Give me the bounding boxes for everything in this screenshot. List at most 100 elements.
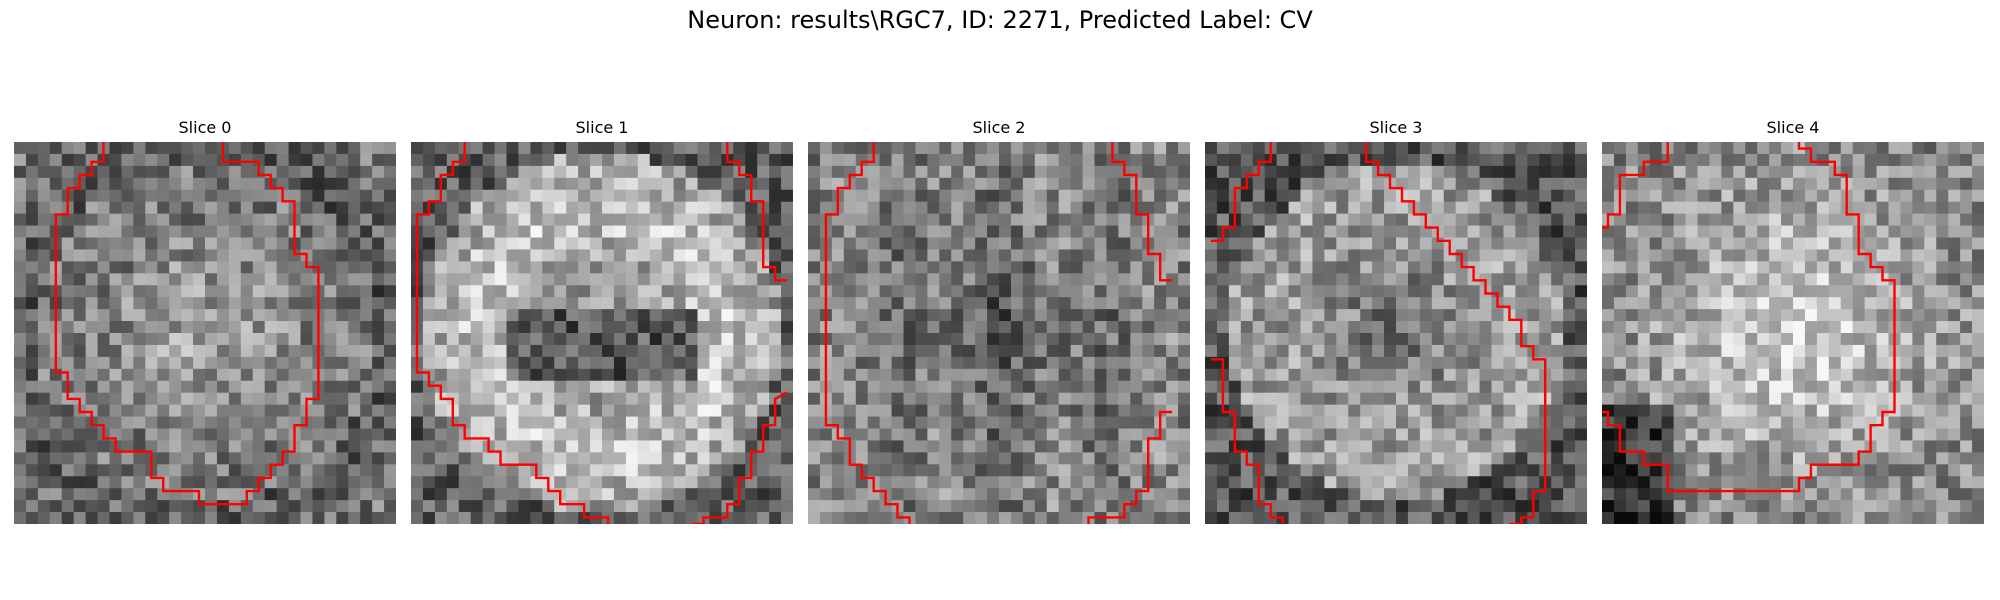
image-pixel: [530, 201, 543, 215]
image-pixel: [145, 380, 158, 394]
image-pixel: [1252, 356, 1266, 370]
image-pixel: [733, 237, 746, 251]
image-pixel: [1781, 213, 1794, 227]
slice-title: Slice 3: [1369, 118, 1423, 137]
image-pixel: [1336, 153, 1349, 167]
slice-panel-2: Slice 2: [808, 120, 1190, 524]
image-pixel: [1804, 392, 1818, 406]
image-pixel: [1613, 249, 1627, 262]
image-pixel: [1058, 321, 1072, 334]
image-pixel: [1288, 189, 1302, 203]
image-pixel: [1745, 261, 1758, 274]
image-pixel: [745, 512, 758, 524]
image-pixel: [1503, 452, 1516, 465]
image-pixel: [133, 285, 146, 298]
image-pixel: [1864, 165, 1878, 179]
image-pixel: [133, 165, 146, 179]
image-pixel: [97, 273, 111, 286]
image-pixel: [133, 225, 146, 239]
image-pixel: [1216, 476, 1230, 489]
image-pixel: [1142, 344, 1155, 358]
image-pixel: [1685, 356, 1699, 370]
image-pixel: [781, 142, 793, 155]
image-pixel: [1876, 440, 1890, 453]
image-pixel: [1673, 404, 1687, 418]
image-pixel: [602, 213, 615, 227]
image-pixel: [73, 213, 87, 227]
image-pixel: [1912, 177, 1925, 191]
image-pixel: [1106, 344, 1119, 358]
image-pixel: [987, 201, 1000, 215]
image-pixel: [1924, 177, 1937, 191]
image-pixel: [1876, 237, 1890, 251]
image-pixel: [228, 189, 242, 203]
image-pixel: [1637, 285, 1651, 298]
image-pixel: [661, 201, 675, 215]
image-pixel: [1575, 153, 1587, 167]
image-pixel: [542, 464, 555, 477]
image-pixel: [434, 452, 448, 465]
image-pixel: [1384, 237, 1397, 251]
image-pixel: [855, 356, 869, 370]
image-pixel: [673, 476, 687, 489]
image-pixel: [121, 249, 134, 262]
image-pixel: [133, 142, 146, 155]
image-pixel: [1010, 344, 1024, 358]
image-pixel: [939, 273, 952, 286]
image-pixel: [1094, 404, 1108, 418]
image-pixel: [661, 368, 675, 382]
image-pixel: [1936, 237, 1949, 251]
image-pixel: [987, 142, 1000, 155]
image-pixel: [49, 452, 63, 465]
image-pixel: [1769, 380, 1782, 394]
image-pixel: [49, 500, 63, 513]
image-pixel: [37, 321, 51, 334]
image-pixel: [542, 428, 555, 442]
image-pixel: [384, 153, 396, 167]
image-pixel: [1178, 213, 1190, 227]
image-pixel: [1864, 225, 1878, 239]
image-pixel: [300, 476, 314, 489]
image-pixel: [470, 297, 484, 310]
image-pixel: [336, 404, 349, 418]
image-pixel: [49, 488, 63, 501]
image-pixel: [1348, 356, 1361, 370]
image-pixel: [336, 488, 349, 501]
image-pixel: [1563, 333, 1576, 346]
image-pixel: [1972, 404, 1984, 418]
image-pixel: [216, 285, 230, 298]
image-pixel: [1828, 404, 1842, 418]
image-pixel: [745, 225, 758, 239]
image-pixel: [109, 273, 123, 286]
image-pixel: [181, 464, 194, 477]
image-pixel: [1733, 142, 1746, 155]
image-pixel: [1924, 309, 1937, 322]
image-pixel: [1948, 213, 1961, 227]
image-pixel: [1300, 380, 1314, 394]
image-pixel: [1300, 309, 1314, 322]
image-pixel: [276, 321, 290, 334]
image-pixel: [1407, 404, 1421, 418]
image-pixel: [554, 201, 567, 215]
image-pixel: [1046, 464, 1060, 477]
image-pixel: [1300, 153, 1314, 167]
image-pixel: [205, 428, 218, 442]
image-pixel: [1527, 452, 1540, 465]
image-pixel: [1010, 261, 1024, 274]
image-pixel: [97, 333, 111, 346]
image-pixel: [819, 512, 833, 524]
image-pixel: [1094, 368, 1108, 382]
image-pixel: [1539, 309, 1552, 322]
image-pixel: [1515, 440, 1528, 453]
image-pixel: [1228, 380, 1242, 394]
image-pixel: [324, 213, 337, 227]
image-pixel: [1130, 237, 1143, 251]
image-pixel: [1407, 321, 1421, 334]
image-pixel: [446, 237, 460, 251]
image-pixel: [673, 165, 687, 179]
image-pixel: [1240, 153, 1254, 167]
image-pixel: [85, 476, 99, 489]
image-pixel: [193, 309, 206, 322]
image-pixel: [1697, 201, 1711, 215]
image-pixel: [542, 273, 555, 286]
